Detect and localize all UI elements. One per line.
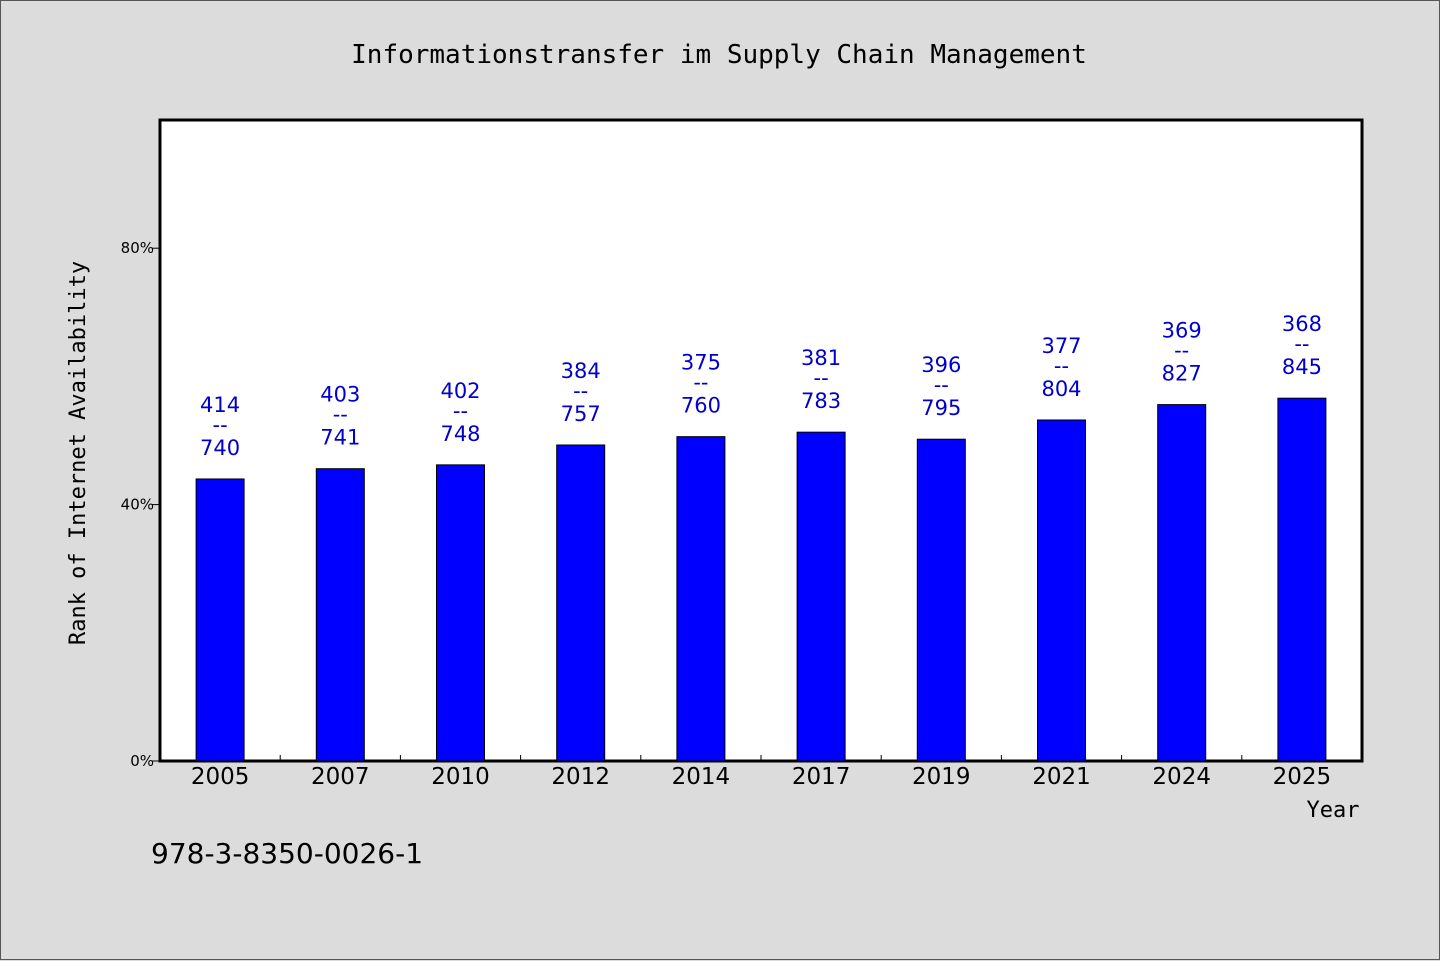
bar-2021 bbox=[1037, 419, 1086, 762]
footer-isbn: 978-3-8350-0026-1 bbox=[151, 837, 423, 870]
bar-2012 bbox=[556, 444, 606, 762]
chart-title: Informationstransfer im Supply Chain Man… bbox=[351, 40, 1087, 70]
y-axis-title: Rank of Internet Availability bbox=[66, 261, 91, 645]
data-label-mid-2010: -- bbox=[453, 399, 468, 423]
data-label-mid-2021: -- bbox=[1054, 354, 1069, 378]
data-label-top-2014: 375 bbox=[681, 351, 721, 375]
x-tick-label-2019: 2019 bbox=[912, 764, 971, 790]
x-tick-label-2024: 2024 bbox=[1152, 764, 1211, 790]
data-label-top-2019: 396 bbox=[921, 353, 961, 377]
y-tick-label: 40% bbox=[121, 496, 154, 514]
data-label-bottom-2019: 795 bbox=[921, 396, 961, 420]
x-tick-label-2014: 2014 bbox=[672, 764, 731, 790]
data-label-bottom-2025: 845 bbox=[1282, 355, 1322, 379]
data-label-top-2007: 403 bbox=[320, 383, 360, 407]
data-label-top-2024: 369 bbox=[1162, 319, 1202, 343]
x-axis-title: Year bbox=[1307, 798, 1360, 823]
y-tick-label: 0% bbox=[130, 752, 154, 770]
data-label-top-2017: 381 bbox=[801, 346, 841, 370]
data-label-top-2012: 384 bbox=[561, 359, 601, 383]
x-tick-label-2017: 2017 bbox=[792, 764, 851, 790]
bar-2005 bbox=[195, 478, 245, 762]
bar-2019 bbox=[916, 438, 966, 762]
data-label-bottom-2021: 804 bbox=[1041, 377, 1081, 401]
data-label-top-2025: 368 bbox=[1282, 312, 1322, 336]
data-label-mid-2007: -- bbox=[333, 403, 348, 427]
x-tick-label-2025: 2025 bbox=[1273, 764, 1332, 790]
bar-2014 bbox=[676, 436, 726, 762]
data-label-mid-2012: -- bbox=[573, 379, 588, 403]
bar-2010 bbox=[436, 464, 485, 762]
data-label-bottom-2017: 783 bbox=[801, 389, 841, 413]
x-tick-label-2010: 2010 bbox=[431, 764, 490, 790]
bar-2024 bbox=[1157, 404, 1207, 762]
data-label-mid-2019: -- bbox=[934, 373, 949, 397]
data-label-top-2021: 377 bbox=[1041, 334, 1081, 358]
bar-2007 bbox=[315, 468, 365, 762]
data-label-bottom-2012: 757 bbox=[561, 402, 601, 426]
data-label-top-2005: 414 bbox=[200, 393, 240, 417]
data-label-mid-2005: -- bbox=[213, 413, 228, 437]
x-axis: 2005 2007 2010 2012 2014 2017 2019 2021 2024 2025 bbox=[191, 755, 1331, 790]
x-tick-label-2012: 2012 bbox=[551, 764, 610, 790]
data-label-mid-2024: -- bbox=[1174, 339, 1189, 363]
data-labels-layer: 414--740403--741402--748384--757375--760… bbox=[200, 312, 1322, 460]
x-tick-label-2007: 2007 bbox=[311, 764, 370, 790]
data-label-top-2010: 402 bbox=[440, 379, 480, 403]
y-tick-label: 80% bbox=[121, 239, 154, 257]
x-tick-label-2005: 2005 bbox=[191, 764, 250, 790]
data-label-mid-2014: -- bbox=[693, 371, 708, 395]
y-axis: 0% 40% 80% bbox=[121, 239, 160, 770]
data-label-mid-2017: -- bbox=[814, 366, 829, 390]
data-label-bottom-2024: 827 bbox=[1162, 362, 1202, 386]
bars-layer bbox=[195, 397, 1327, 762]
data-label-bottom-2014: 760 bbox=[681, 394, 721, 418]
data-label-mid-2025: -- bbox=[1294, 332, 1309, 356]
bar-2017 bbox=[796, 431, 846, 762]
data-label-bottom-2005: 740 bbox=[200, 436, 240, 460]
bar-2025 bbox=[1277, 397, 1327, 762]
data-label-bottom-2007: 741 bbox=[320, 426, 360, 450]
data-label-bottom-2010: 748 bbox=[440, 422, 480, 446]
x-tick-label-2021: 2021 bbox=[1032, 764, 1091, 790]
